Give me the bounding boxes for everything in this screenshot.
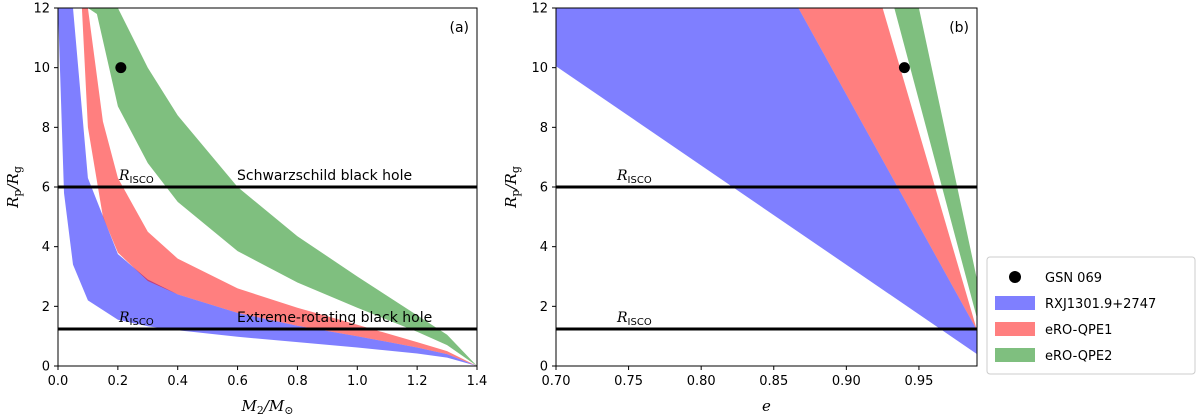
legend-label-gsn-069: GSN 069: [1045, 271, 1102, 286]
hline-annotation-1: Extreme-rotating black hole: [237, 310, 432, 326]
isco-label-1: RISCO: [118, 310, 154, 328]
xlabel-main: e: [762, 397, 771, 415]
legend: GSN 069 RXJ1301.9+2747 eRO-QPE1 eRO-QPE2: [986, 256, 1196, 375]
isco-sub: ISCO: [130, 317, 154, 328]
ylabel-main: R: [4, 197, 22, 209]
ylabel-mid: /R: [502, 173, 520, 191]
hline-annotation-0: Schwarzschild black hole: [237, 168, 412, 184]
isco-sub: ISCO: [130, 175, 154, 186]
isco-label-0: RISCO: [118, 168, 154, 186]
x-tick-label: 0.80: [687, 374, 716, 389]
legend-swatch-ero-qpe2: [995, 348, 1035, 362]
y-tick-label: 10: [531, 61, 548, 76]
y-axis-label: Rp/Rg: [4, 166, 24, 209]
x-tick-label: 1.4: [467, 374, 488, 389]
plot-area: [556, 8, 977, 355]
x-tick-label: 0.70: [542, 374, 571, 389]
x-tick-label: 0.90: [832, 374, 861, 389]
legend-marker-gsn-069: [1009, 271, 1021, 283]
gsn069-point: [898, 62, 910, 74]
ylabel-main: R: [502, 197, 520, 209]
y-tick-label: 12: [33, 2, 50, 17]
ylabel-sub2: g: [509, 166, 522, 173]
xlabel-rest: /M: [262, 397, 285, 415]
x-tick-label: 1.0: [347, 374, 368, 389]
y-tick-label: 0: [42, 360, 50, 375]
x-tick-label: 0.0: [48, 374, 69, 389]
band-ero-qpe1: [81, 8, 477, 366]
legend-label-ero-qpe2: eRO-QPE2: [1045, 349, 1112, 364]
gsn069-point: [115, 62, 127, 74]
legend-label-rxj1301-9-2747: RXJ1301.9+2747: [1045, 297, 1156, 312]
isco-label-1: RISCO: [616, 310, 652, 328]
xlabel-sub: 2: [257, 404, 264, 415]
x-tick-label: 1.2: [407, 374, 428, 389]
isco-label-0: RISCO: [616, 168, 652, 186]
panel-label: (a): [449, 20, 469, 36]
y-tick-label: 12: [531, 2, 548, 17]
legend-swatch-ero-qpe1: [995, 322, 1035, 336]
band-ero-qpe1: [798, 8, 977, 331]
x-tick-label: 0.6: [227, 374, 248, 389]
y-tick-label: 8: [540, 121, 548, 136]
isco-r: R: [118, 168, 130, 184]
x-tick-label: 0.2: [108, 374, 129, 389]
isco-sub: ISCO: [628, 317, 652, 328]
y-tick-label: 6: [42, 181, 50, 196]
x-tick-label: 0.8: [287, 374, 308, 389]
y-tick-label: 2: [42, 300, 50, 315]
ylabel-sub2: g: [11, 166, 24, 173]
x-tick-label: 0.4: [167, 374, 188, 389]
band-ero-qpe2: [894, 8, 977, 319]
y-tick-label: 4: [540, 240, 548, 255]
y-tick-label: 6: [540, 181, 548, 196]
ylabel-sub1: p: [509, 190, 522, 197]
ylabel-mid: /R: [4, 173, 22, 191]
band-rxj1301-9-2747: [556, 8, 977, 355]
x-axis-label: e: [762, 397, 771, 415]
x-axis-label: M2/M⊙: [241, 397, 294, 415]
isco-r: R: [118, 310, 130, 326]
xlabel-main: M: [241, 397, 258, 415]
isco-sub: ISCO: [628, 175, 652, 186]
y-axis-label: Rp/Rg: [502, 166, 522, 209]
panel-label: (b): [949, 20, 969, 36]
y-tick-label: 10: [33, 61, 50, 76]
legend-label-ero-qpe1: eRO-QPE1: [1045, 323, 1112, 338]
isco-r: R: [616, 310, 628, 326]
ylabel-sub1: p: [11, 190, 24, 197]
isco-r: R: [616, 168, 628, 184]
x-tick-label: 0.75: [614, 374, 643, 389]
y-tick-label: 2: [540, 300, 548, 315]
x-tick-label: 0.85: [759, 374, 788, 389]
xlabel-sun: ⊙: [284, 404, 293, 415]
y-tick-label: 8: [42, 121, 50, 136]
legend-swatch-rxj1301-9-2747: [995, 296, 1035, 310]
x-tick-label: 0.95: [904, 374, 933, 389]
y-tick-label: 0: [540, 360, 548, 375]
legend-box: [986, 256, 1196, 375]
y-tick-label: 4: [42, 240, 50, 255]
